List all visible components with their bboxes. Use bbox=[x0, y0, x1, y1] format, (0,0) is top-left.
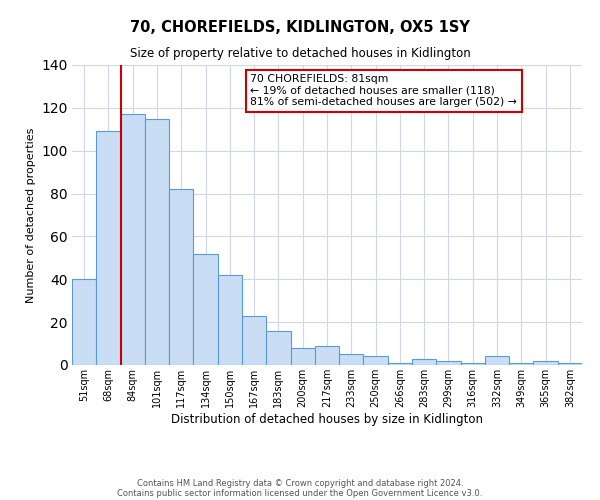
Bar bbox=[169, 190, 193, 365]
Bar bbox=[339, 354, 364, 365]
Bar bbox=[436, 360, 461, 365]
Bar bbox=[388, 363, 412, 365]
Text: 70, CHOREFIELDS, KIDLINGTON, OX5 1SY: 70, CHOREFIELDS, KIDLINGTON, OX5 1SY bbox=[130, 20, 470, 35]
Bar bbox=[461, 363, 485, 365]
Bar bbox=[533, 360, 558, 365]
Bar bbox=[315, 346, 339, 365]
Text: 70 CHOREFIELDS: 81sqm
← 19% of detached houses are smaller (118)
81% of semi-det: 70 CHOREFIELDS: 81sqm ← 19% of detached … bbox=[251, 74, 517, 107]
Bar bbox=[242, 316, 266, 365]
Y-axis label: Number of detached properties: Number of detached properties bbox=[26, 128, 36, 302]
Bar bbox=[412, 358, 436, 365]
X-axis label: Distribution of detached houses by size in Kidlington: Distribution of detached houses by size … bbox=[171, 412, 483, 426]
Bar bbox=[509, 363, 533, 365]
Bar bbox=[218, 275, 242, 365]
Bar bbox=[72, 280, 96, 365]
Text: Size of property relative to detached houses in Kidlington: Size of property relative to detached ho… bbox=[130, 48, 470, 60]
Bar bbox=[121, 114, 145, 365]
Bar bbox=[558, 363, 582, 365]
Text: Contains HM Land Registry data © Crown copyright and database right 2024.: Contains HM Land Registry data © Crown c… bbox=[137, 478, 463, 488]
Bar bbox=[145, 118, 169, 365]
Bar bbox=[290, 348, 315, 365]
Text: Contains public sector information licensed under the Open Government Licence v3: Contains public sector information licen… bbox=[118, 488, 482, 498]
Bar bbox=[485, 356, 509, 365]
Bar bbox=[96, 132, 121, 365]
Bar bbox=[364, 356, 388, 365]
Bar bbox=[193, 254, 218, 365]
Bar bbox=[266, 330, 290, 365]
